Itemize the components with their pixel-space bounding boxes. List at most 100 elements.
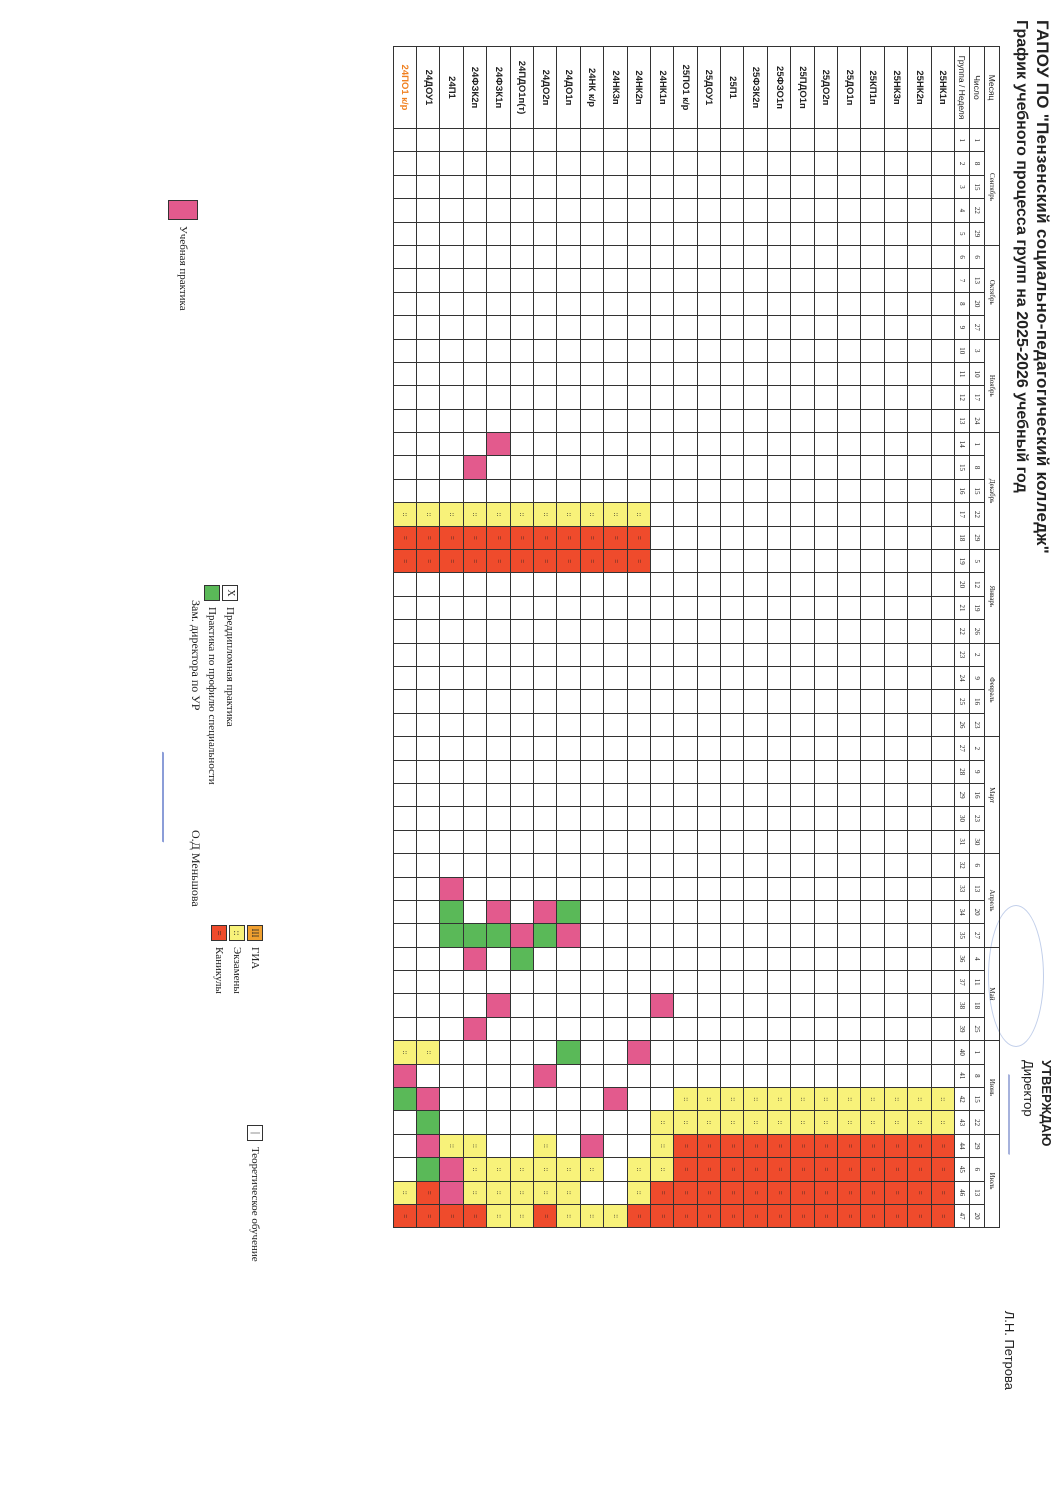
date-cell: 8	[969, 455, 985, 480]
schedule-cell	[767, 502, 791, 527]
schedule-cell	[743, 689, 768, 714]
schedule-cell	[814, 549, 838, 573]
schedule-cell	[486, 572, 511, 597]
schedule-cell	[790, 830, 815, 854]
table-row: 25ПО1 к/р:::: = = = =	[673, 46, 698, 1228]
schedule-cell	[907, 549, 932, 573]
week-cell: 45	[954, 1157, 970, 1182]
schedule-cell	[884, 993, 908, 1018]
schedule-cell	[650, 549, 674, 573]
date-cell: 13	[969, 877, 985, 901]
schedule-cell	[486, 245, 511, 269]
schedule-cell	[486, 292, 511, 316]
date-cell: 17	[969, 385, 985, 410]
schedule-cell	[439, 151, 464, 176]
schedule-cell	[743, 385, 768, 410]
schedule-cell	[580, 1087, 604, 1111]
schedule-cell	[463, 666, 487, 690]
schedule-cell	[907, 806, 932, 831]
schedule-cell	[884, 713, 908, 737]
date-cell: 1	[969, 432, 985, 456]
schedule-cell	[510, 783, 534, 807]
schedule-cell	[603, 198, 628, 223]
schedule-cell	[884, 479, 908, 503]
schedule-cell	[393, 830, 417, 854]
schedule-cell	[860, 1017, 885, 1041]
table-row: 25ДО1п:::: = = = =	[837, 46, 861, 1228]
schedule-cell	[486, 1087, 511, 1111]
schedule-cell	[393, 736, 417, 761]
schedule-cell	[486, 713, 511, 737]
schedule-cell	[814, 1040, 838, 1065]
schedule-cell	[931, 830, 955, 854]
month-cell: Ноябрь	[984, 339, 1000, 433]
schedule-cell: =	[393, 526, 417, 550]
schedule-cell	[627, 619, 651, 644]
schedule-cell	[650, 619, 674, 644]
schedule-cell	[439, 877, 464, 901]
schedule-cell	[931, 1017, 955, 1041]
schedule-cell	[510, 268, 534, 293]
schedule-cell	[767, 877, 791, 901]
schedule-cell	[931, 970, 955, 994]
schedule-cell	[860, 713, 885, 737]
schedule-cell	[533, 993, 557, 1018]
schedule-cell: ::	[393, 502, 417, 527]
schedule-cell	[860, 783, 885, 807]
schedule-cell	[837, 222, 861, 246]
schedule-cell	[463, 385, 487, 410]
schedule-cell	[720, 432, 744, 456]
schedule-cell	[860, 268, 885, 293]
schedule-cell: ::	[743, 1110, 768, 1135]
schedule-cell	[510, 479, 534, 503]
schedule-cell	[439, 666, 464, 690]
schedule-cell	[743, 1064, 768, 1088]
schedule-cell	[416, 455, 440, 480]
schedule-cell	[580, 409, 604, 433]
date-cell: 8	[969, 1064, 985, 1088]
schedule-cell	[767, 175, 791, 199]
schedule-cell	[767, 619, 791, 644]
schedule-cell	[510, 362, 534, 386]
group-name: 24ПО1 к/р	[393, 46, 417, 129]
group-name: 25НК2п	[907, 46, 932, 129]
schedule-cell	[510, 643, 534, 667]
schedule-cell	[743, 479, 768, 503]
schedule-cell	[627, 806, 651, 831]
approve-name: Л.Н. Петрова	[1002, 1310, 1017, 1390]
schedule-cell	[907, 643, 932, 667]
schedule-cell	[603, 362, 628, 386]
schedule-cell	[510, 1040, 534, 1065]
schedule-cell	[743, 853, 768, 877]
schedule-cell	[884, 245, 908, 269]
group-name: 24НК2п	[627, 46, 651, 129]
schedule-cell: ::	[486, 502, 511, 527]
schedule-cell	[907, 409, 932, 433]
schedule-cell	[790, 151, 815, 176]
schedule-cell	[884, 806, 908, 831]
schedule-cell	[393, 947, 417, 971]
date-cell: 2	[969, 643, 985, 667]
schedule-cell	[650, 900, 674, 924]
schedule-cell	[416, 736, 440, 761]
schedule-cell	[510, 432, 534, 456]
schedule-cell	[416, 1134, 440, 1158]
table-row: 25П1:::: = = = =	[720, 46, 744, 1228]
schedule-cell: =	[697, 1181, 721, 1205]
schedule-cell	[510, 151, 534, 176]
schedule-cell	[650, 1017, 674, 1041]
schedule-cell	[743, 993, 768, 1018]
schedule-cell	[486, 619, 511, 644]
schedule-cell	[650, 1040, 674, 1065]
schedule-cell	[907, 502, 932, 527]
week-cell: 25	[954, 689, 970, 714]
schedule-cell	[860, 970, 885, 994]
schedule-cell	[907, 292, 932, 316]
schedule-cell	[580, 970, 604, 994]
schedule-cell	[533, 268, 557, 293]
schedule-cell	[650, 526, 674, 550]
schedule-cell	[603, 643, 628, 667]
schedule-cell	[743, 175, 768, 199]
schedule-cell	[580, 198, 604, 223]
schedule-cell	[533, 455, 557, 480]
